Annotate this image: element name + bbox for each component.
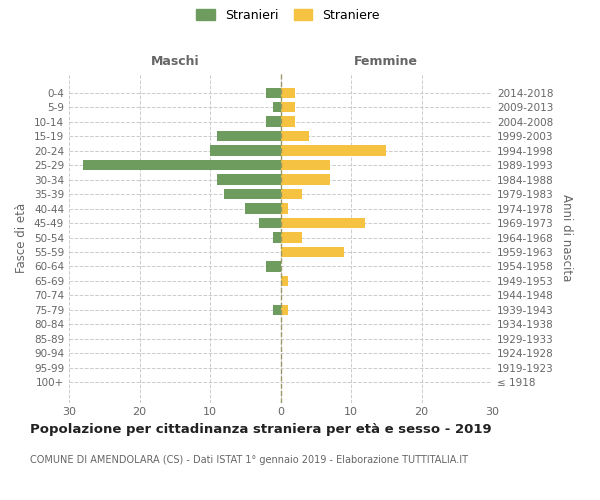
- Bar: [274, 232, 281, 242]
- Legend: Stranieri, Straniere: Stranieri, Straniere: [194, 6, 382, 24]
- Bar: [281, 160, 330, 170]
- Bar: [281, 102, 295, 113]
- Bar: [245, 204, 281, 214]
- Bar: [281, 304, 287, 315]
- Bar: [210, 146, 281, 156]
- Bar: [83, 160, 281, 170]
- Bar: [281, 218, 365, 228]
- Bar: [281, 116, 295, 127]
- Bar: [281, 88, 295, 98]
- Bar: [281, 131, 309, 141]
- Bar: [266, 88, 281, 98]
- Bar: [281, 174, 330, 185]
- Y-axis label: Anni di nascita: Anni di nascita: [560, 194, 573, 281]
- Bar: [274, 304, 281, 315]
- Text: COMUNE DI AMENDOLARA (CS) - Dati ISTAT 1° gennaio 2019 - Elaborazione TUTTITALIA: COMUNE DI AMENDOLARA (CS) - Dati ISTAT 1…: [30, 455, 468, 465]
- Text: Popolazione per cittadinanza straniera per età e sesso - 2019: Popolazione per cittadinanza straniera p…: [30, 422, 491, 436]
- Bar: [224, 189, 281, 200]
- Bar: [281, 232, 302, 242]
- Bar: [217, 131, 281, 141]
- Bar: [217, 174, 281, 185]
- Bar: [281, 189, 302, 200]
- Bar: [266, 116, 281, 127]
- Bar: [281, 276, 287, 286]
- Bar: [259, 218, 281, 228]
- Bar: [281, 204, 287, 214]
- Bar: [274, 102, 281, 113]
- Bar: [281, 146, 386, 156]
- Text: Maschi: Maschi: [151, 54, 199, 68]
- Bar: [266, 261, 281, 272]
- Y-axis label: Fasce di età: Fasce di età: [16, 202, 28, 272]
- Text: Femmine: Femmine: [354, 54, 418, 68]
- Bar: [281, 247, 344, 257]
